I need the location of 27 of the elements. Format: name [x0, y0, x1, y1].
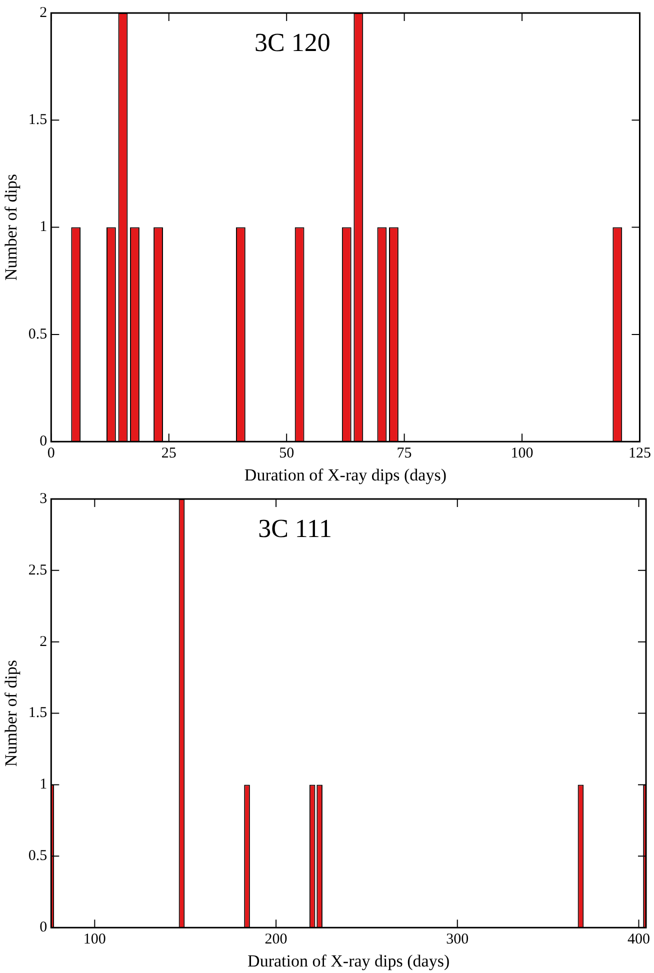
x-tick-label: 50	[279, 446, 294, 462]
x-tick-label: 75	[396, 446, 412, 462]
x-tick-label: 100	[510, 446, 534, 462]
x-tick-label: 100	[83, 932, 106, 948]
x-tick-label: 125	[628, 446, 651, 462]
x-tick-label: 200	[264, 932, 288, 948]
x-tick-label: 25	[161, 446, 176, 462]
y-tick-label: 3	[40, 490, 48, 507]
y-tick-label: 1	[40, 219, 48, 236]
y-tick-label: 1.5	[28, 705, 48, 722]
y-axis-title: Number of dips	[2, 660, 21, 767]
y-tick-label: 2	[40, 634, 48, 650]
x-tick-label: 300	[446, 932, 469, 948]
y-tick-label: 1	[40, 776, 48, 793]
y-tick-label: 2.5	[28, 562, 48, 578]
x-axis-title: Duration of X-ray dips (days)	[248, 951, 450, 970]
y-tick-label: 2	[40, 4, 48, 21]
y-tick-label: 1.5	[28, 112, 48, 128]
y-tick-label: 0	[40, 920, 48, 936]
y-tick-label: 0.5	[28, 326, 48, 342]
text: 3C 111	[258, 514, 332, 543]
y-tick-label: 0	[40, 434, 48, 450]
x-axis-title: Duration of X-ray dips (days)	[244, 465, 446, 484]
y-axis-title: Number of dips	[2, 174, 21, 281]
y-tick-label: 0.5	[28, 848, 48, 864]
x-tick-label: 400	[627, 932, 650, 948]
text: 3C 120	[254, 28, 330, 57]
